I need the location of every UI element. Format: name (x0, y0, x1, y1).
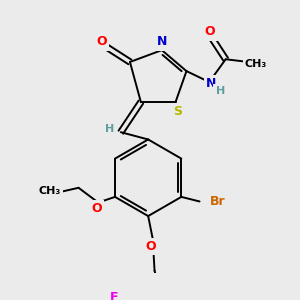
Text: S: S (173, 105, 182, 118)
Text: N: N (157, 35, 167, 48)
Text: Br: Br (210, 195, 226, 208)
Text: H: H (105, 124, 115, 134)
Text: O: O (92, 202, 102, 215)
Text: H: H (216, 86, 225, 96)
Text: CH₃: CH₃ (244, 59, 267, 69)
Text: O: O (96, 35, 107, 48)
Text: O: O (146, 240, 156, 253)
Text: N: N (206, 77, 216, 90)
Text: CH₃: CH₃ (38, 185, 61, 196)
Text: O: O (205, 26, 215, 38)
Text: F: F (110, 291, 118, 300)
